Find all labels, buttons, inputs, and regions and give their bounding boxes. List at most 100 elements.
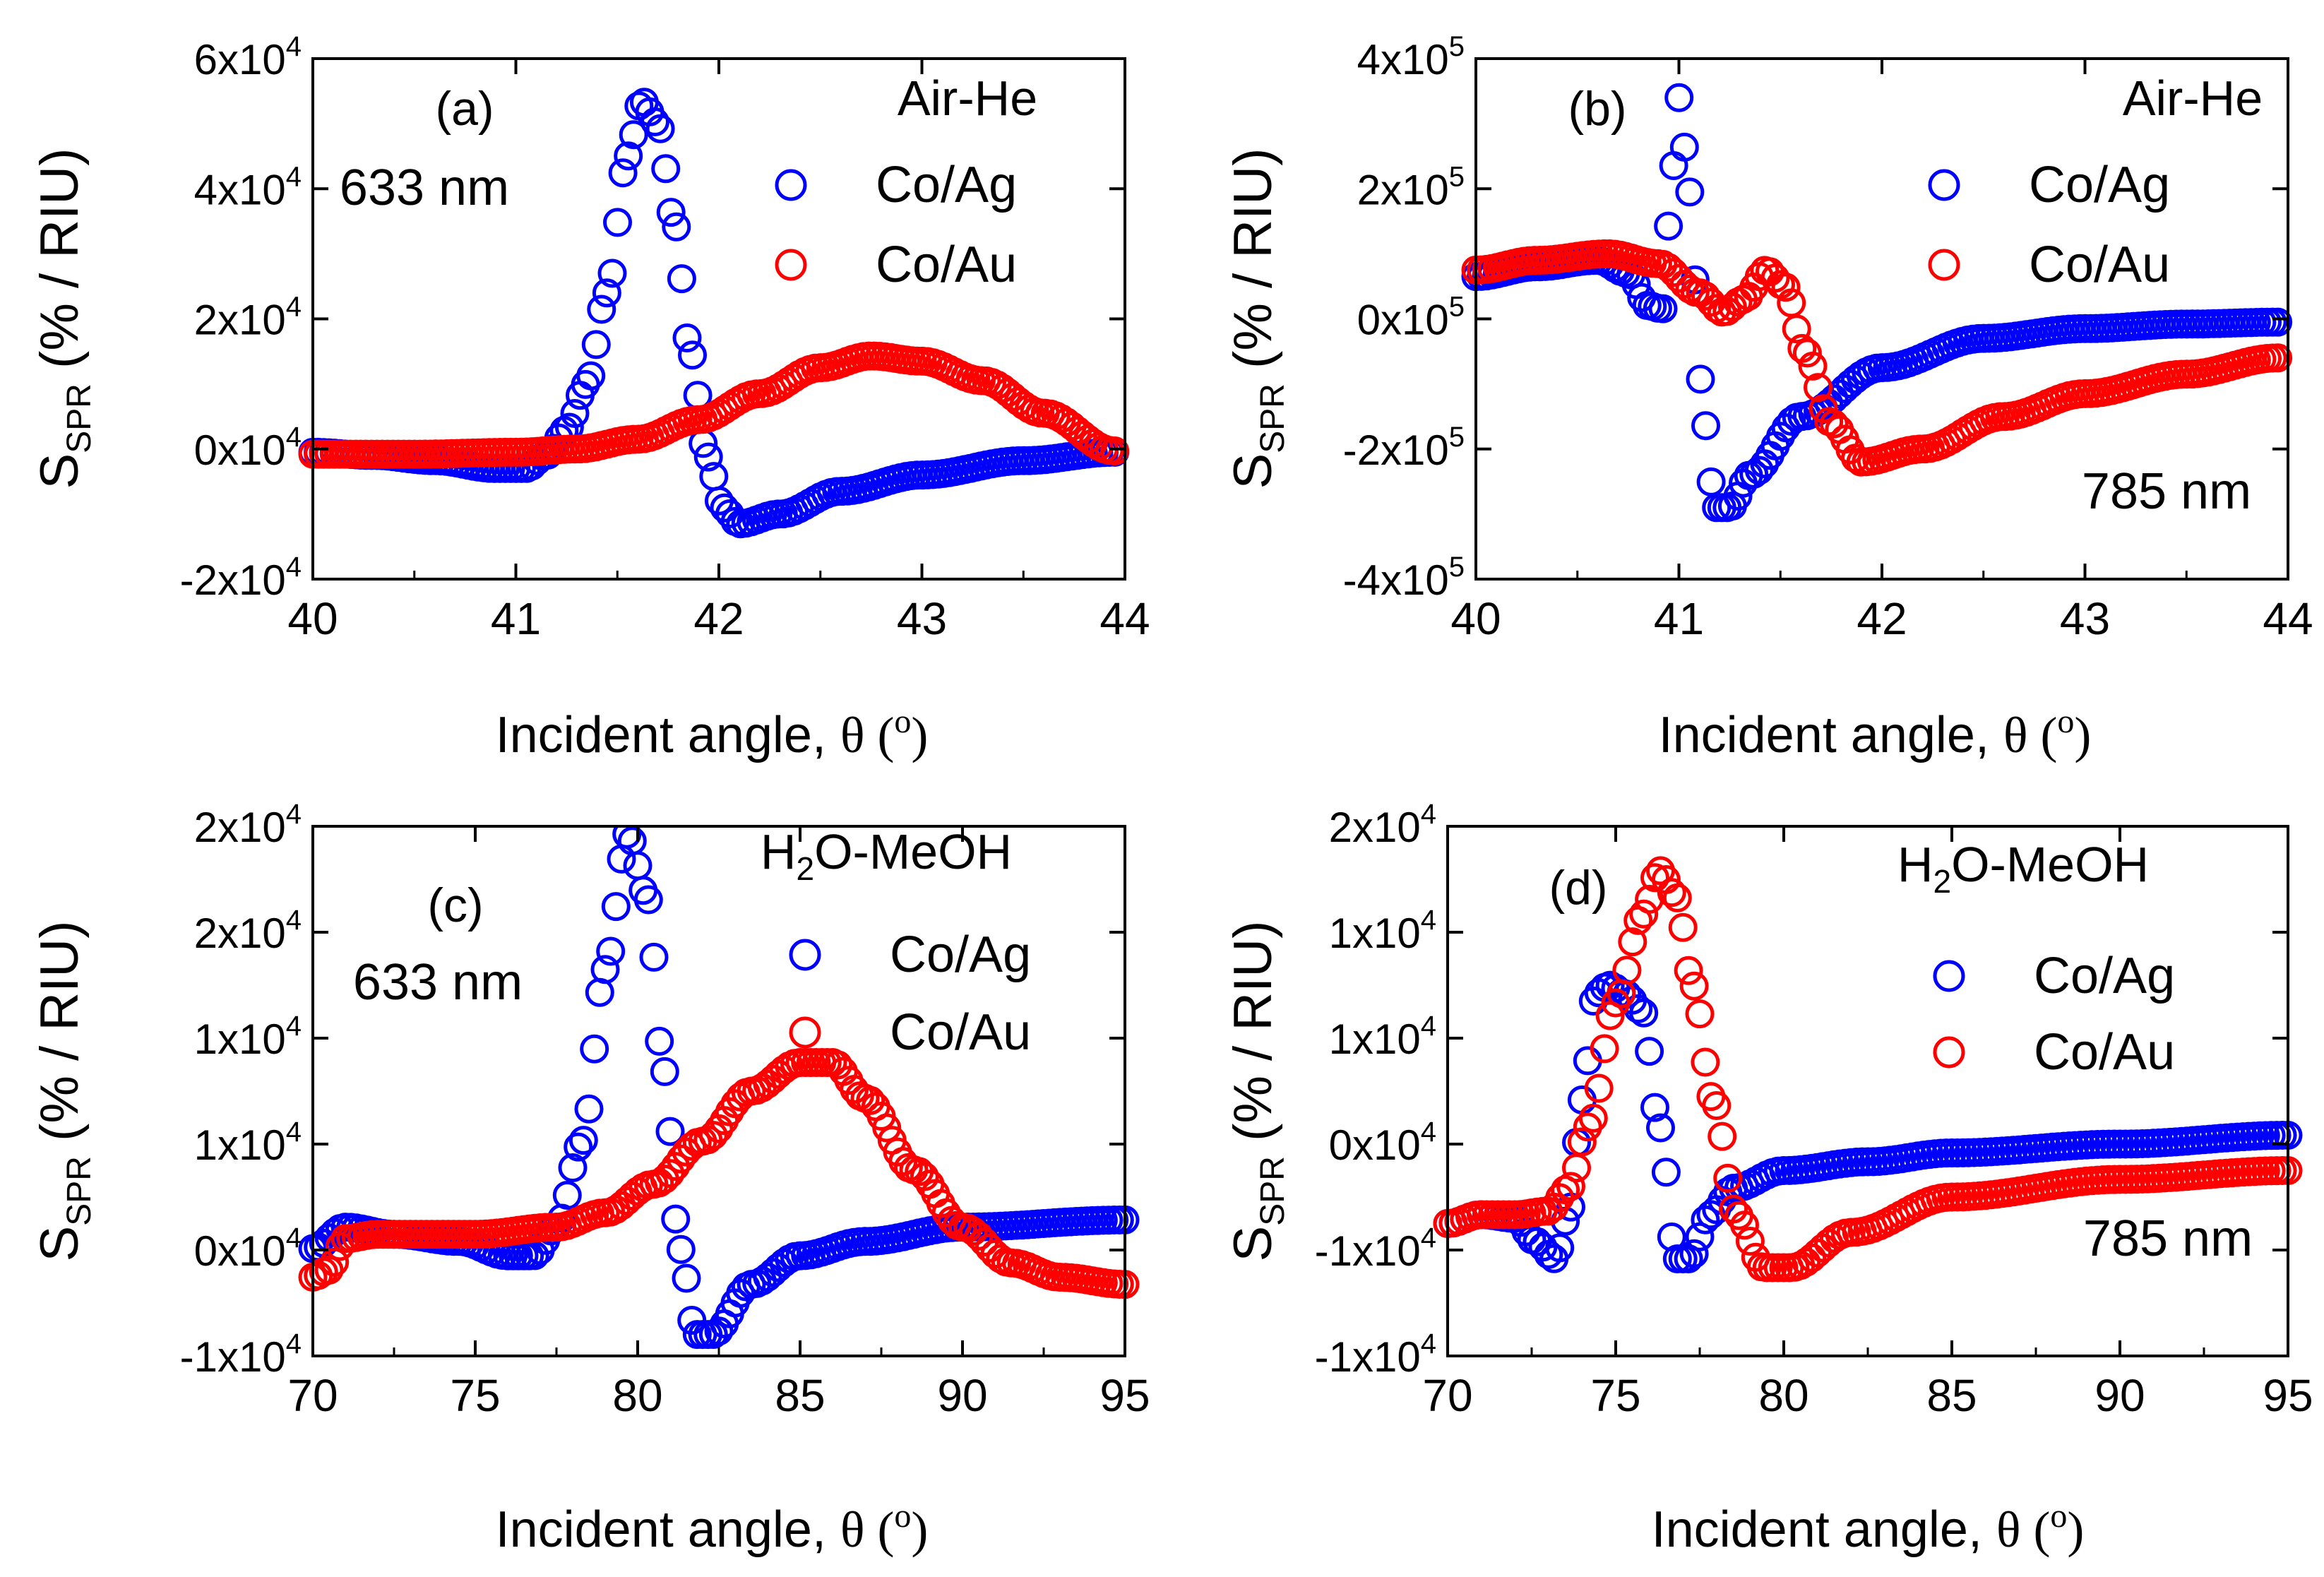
data-point	[1612, 956, 1642, 985]
data-point	[661, 1152, 691, 1182]
data-point	[1792, 338, 1822, 368]
data-point	[552, 1181, 582, 1210]
panel-label: (b)	[1568, 82, 1626, 136]
data-point	[1739, 459, 1769, 489]
data-point	[1685, 999, 1715, 1029]
data-point	[1798, 351, 1828, 381]
series-co-au	[298, 341, 1130, 469]
data-point	[1629, 998, 1659, 1028]
data-point	[1640, 1093, 1669, 1122]
data-point	[693, 442, 723, 472]
data-point	[580, 1034, 609, 1064]
data-point	[2263, 343, 2293, 373]
data-point	[1708, 1121, 1737, 1151]
legend-label: Co/Au	[2029, 237, 2170, 293]
x-axis-label: Incident angle, θ (o)	[1652, 1497, 2085, 1558]
y-tick-label: 2x104	[1329, 799, 1436, 851]
panel-label: (d)	[1549, 861, 1607, 915]
data-point	[633, 885, 663, 915]
y-tick-label: -4x105	[1343, 552, 1465, 604]
data-point	[672, 323, 702, 352]
data-point	[574, 1094, 604, 1124]
data-point	[1657, 878, 1686, 907]
x-tick-label: 43	[897, 593, 947, 644]
x-tick-label: 40	[287, 593, 338, 644]
legend-marker	[775, 169, 807, 201]
y-tick-label: -1x104	[1315, 1328, 1436, 1381]
panel-label: (a)	[435, 82, 494, 136]
y-axis-label: SSPR (% / RIU)	[30, 921, 98, 1262]
chart-panel-a: 40 41 42 43 44 -2x104 0x104 2x104 4x104 6x104 Inci…	[30, 31, 1150, 763]
data-point	[2263, 307, 2293, 337]
data-point	[662, 212, 691, 242]
data-point	[1782, 314, 1811, 344]
data-point	[1664, 83, 1694, 112]
data-point	[651, 154, 681, 184]
x-axis-label: Incident angle, θ (o)	[496, 703, 929, 763]
data-point	[1669, 132, 1699, 162]
data-point	[1686, 364, 1715, 394]
data-point	[612, 826, 642, 849]
series-co-au	[1433, 856, 2303, 1283]
data-point	[1702, 1091, 1732, 1120]
data-point	[560, 399, 590, 428]
x-tick-label: 75	[450, 1370, 500, 1421]
data-point	[661, 1204, 691, 1234]
data-point	[640, 107, 669, 136]
data-point	[1691, 1047, 1720, 1077]
y-tick-label: -2x104	[180, 552, 302, 604]
y-tick-label: 0x105	[1357, 292, 1465, 344]
wavelength-label: 633 nm	[353, 954, 523, 1011]
x-tick-label: 85	[775, 1370, 825, 1421]
x-tick-label: 41	[491, 593, 541, 644]
legend-marker	[1928, 169, 1960, 201]
wavelength-label: 633 nm	[340, 160, 509, 216]
x-tick-label: 80	[612, 1370, 662, 1421]
legend-marker	[775, 249, 807, 281]
x-tick-label: 90	[2094, 1370, 2145, 1421]
data-point	[568, 1126, 598, 1155]
data-point	[320, 1247, 350, 1277]
data-point	[1804, 373, 1833, 403]
data-point	[645, 114, 675, 143]
wavelength-label: 785 nm	[2083, 1210, 2253, 1267]
data-point	[596, 936, 626, 966]
data-point	[1730, 1210, 1759, 1240]
data-point	[1771, 273, 1801, 302]
y-tick-label: 1x104	[1329, 1011, 1436, 1063]
data-point	[608, 158, 638, 188]
data-point	[656, 198, 686, 227]
y-tick-label: 2x104	[194, 292, 302, 344]
data-point	[581, 330, 611, 359]
data-point	[1679, 971, 1709, 1001]
data-point	[587, 294, 616, 324]
panel-label: (c)	[427, 879, 483, 932]
legend-marker	[1933, 1036, 1965, 1069]
chart-panel-b: 40 41 42 43 44 -4x105 -2x105 0x105 2x105 4x105 Inc…	[1223, 31, 2313, 763]
legend-label: Co/Au	[2034, 1024, 2175, 1081]
legend-marker	[1933, 960, 1965, 992]
data-point	[1696, 467, 1726, 496]
data-point	[1545, 1233, 1575, 1263]
y-tick-label: 0x104	[1329, 1117, 1436, 1169]
x-axis-label: Incident angle, θ (o)	[496, 1497, 929, 1558]
legend-marker	[1928, 249, 1960, 281]
data-point	[1584, 1073, 1614, 1103]
data-point	[1651, 1158, 1681, 1187]
data-point	[576, 361, 606, 391]
data-point	[623, 851, 652, 881]
x-tick-label: 70	[1422, 1370, 1472, 1421]
y-tick-label: -2x105	[1343, 422, 1465, 474]
x-tick-label: 70	[287, 1370, 338, 1421]
data-point	[1556, 1172, 1585, 1201]
y-tick-label: -1x104	[180, 1328, 302, 1381]
data-point	[592, 278, 621, 308]
chart-panel-d: 70 75 80 85 90 95 -1x104 -1x104 0x104 1x104 1x104 2…	[1223, 799, 2313, 1558]
data-point	[1675, 177, 1705, 207]
data-point	[1657, 1222, 1686, 1251]
data-point	[1100, 436, 1130, 465]
data-point	[1635, 1037, 1664, 1066]
data-point	[639, 942, 669, 972]
x-tick-label: 85	[1926, 1370, 1977, 1421]
